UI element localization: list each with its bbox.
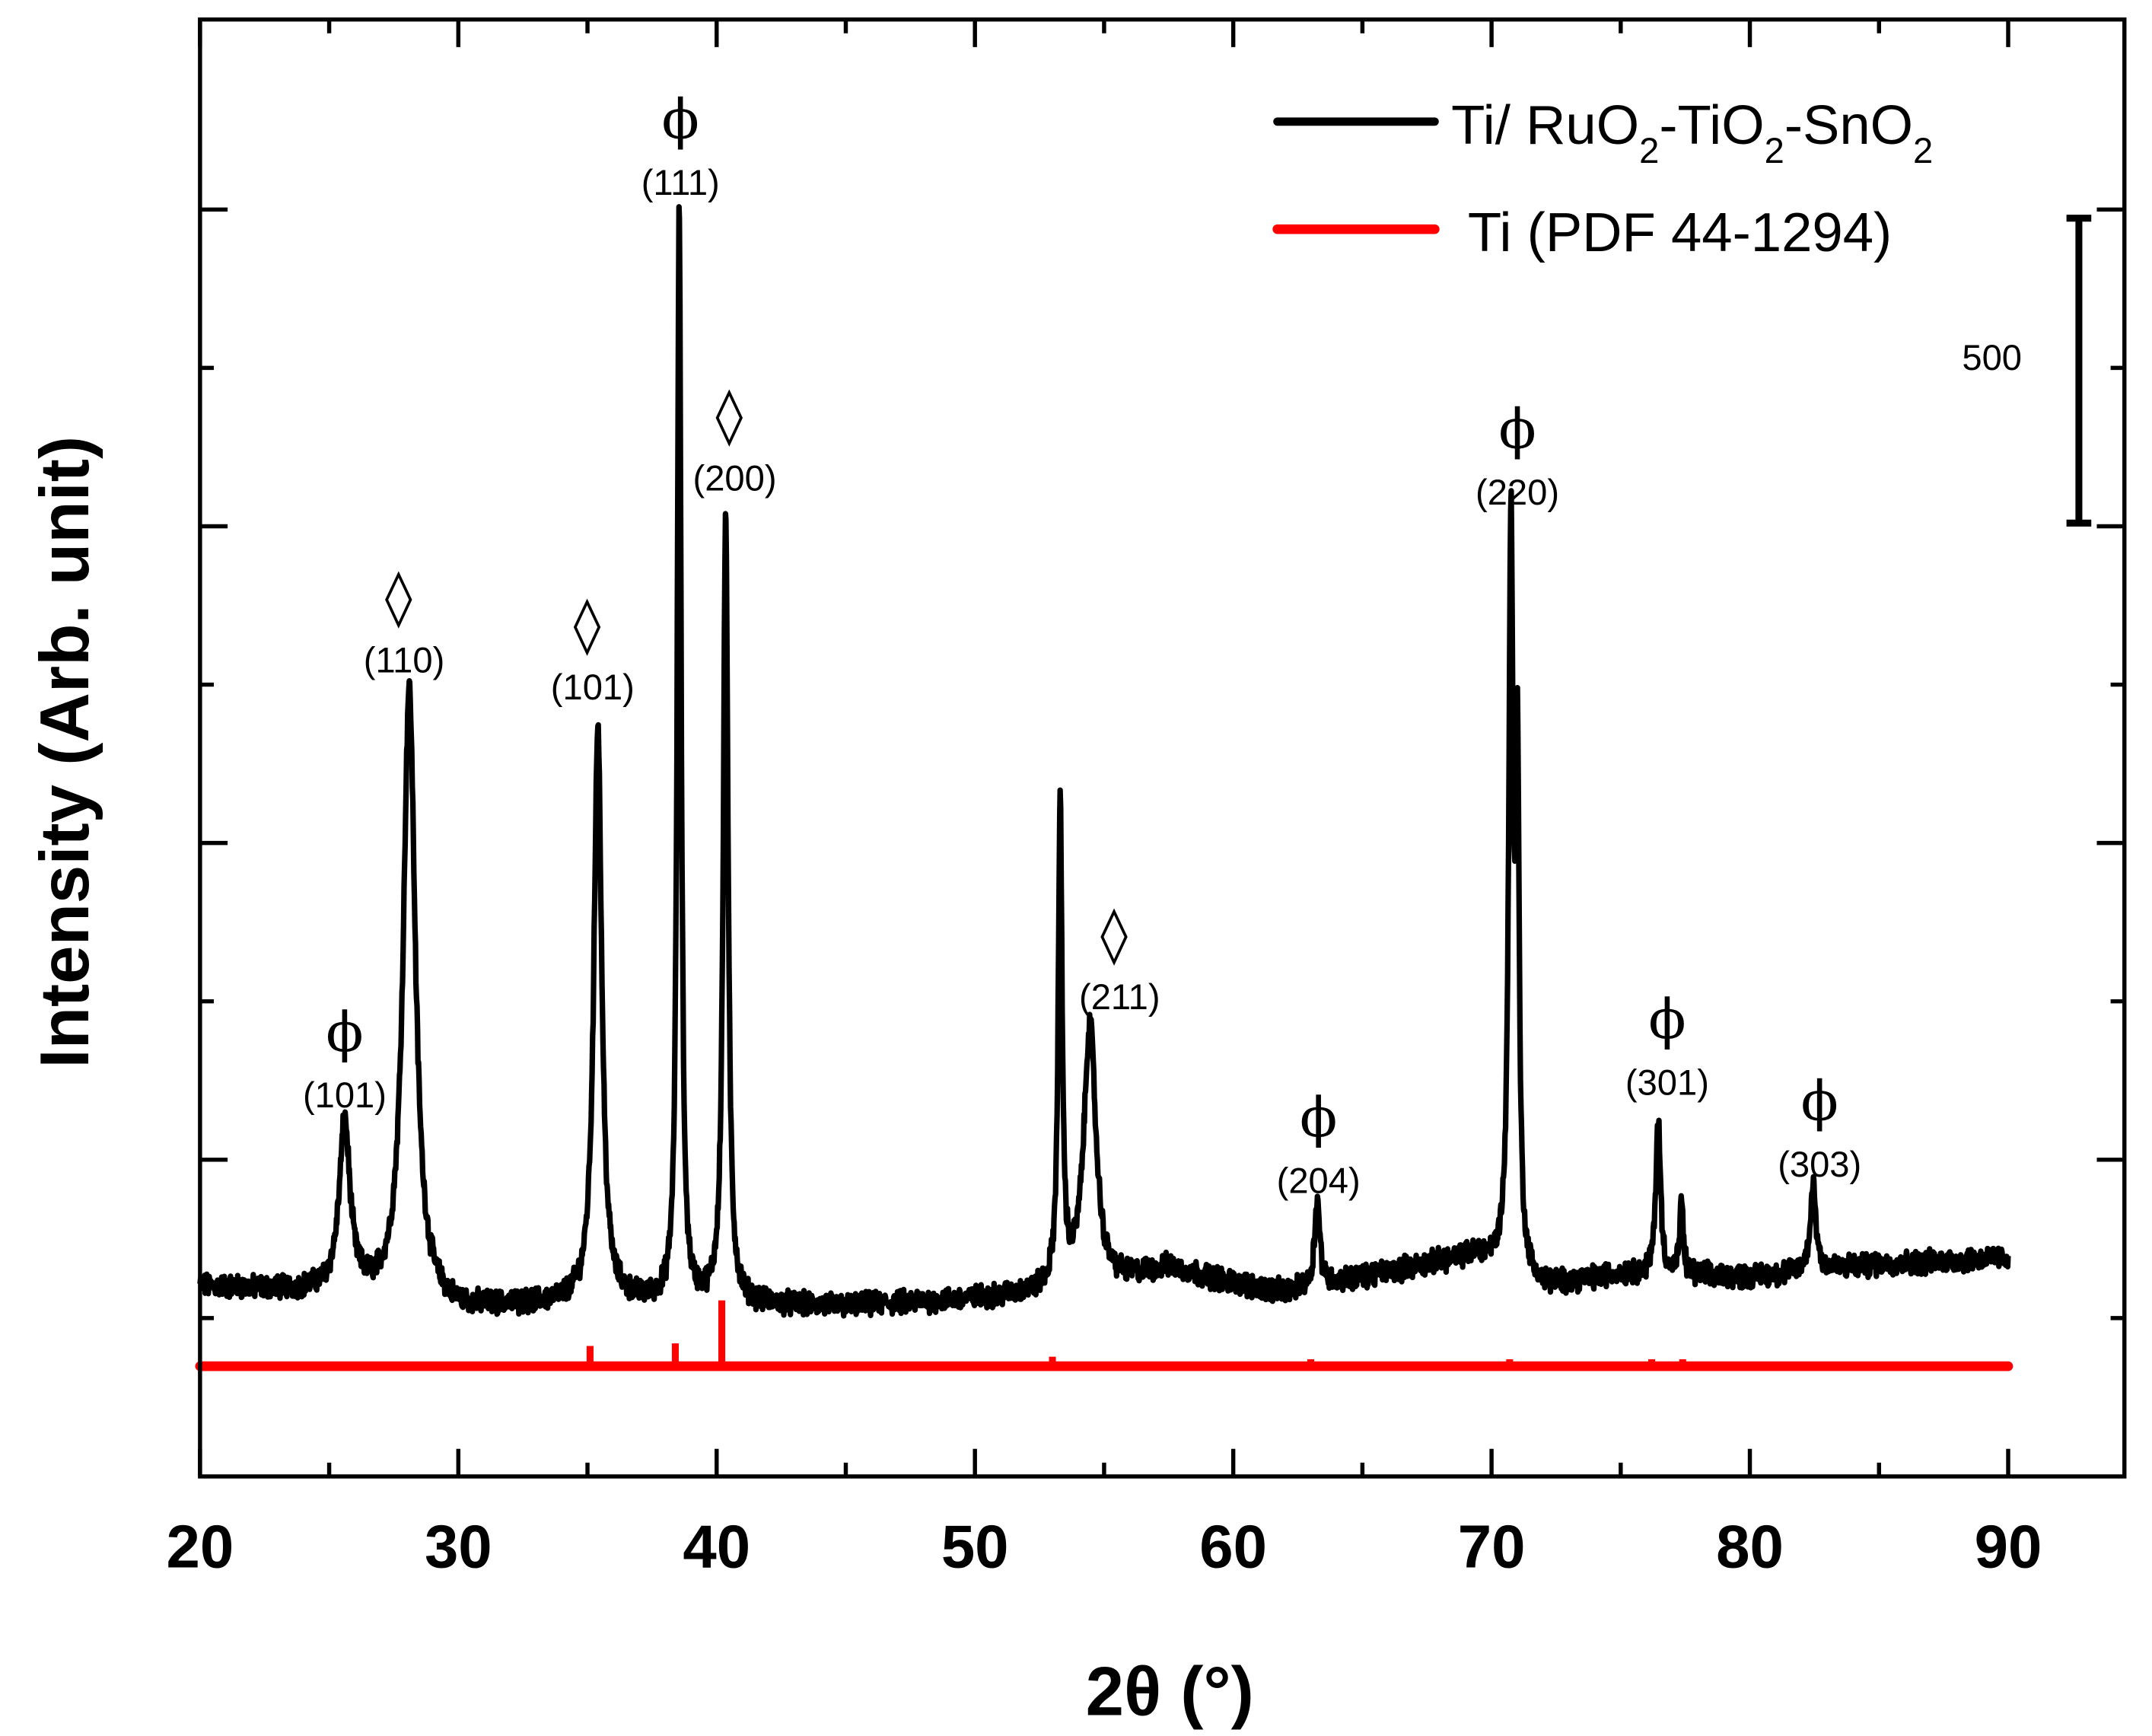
peak-miller-index: (303) (1778, 1144, 1861, 1184)
diamond-phase-icon: ◊ (1100, 903, 1128, 967)
peak-miller-index: (200) (693, 458, 777, 499)
peak-annotation: (220) ϕ (1476, 398, 1559, 512)
legend-text-part: -SnO (1784, 94, 1913, 156)
diamond-phase-icon: ◊ (385, 565, 412, 629)
x-tick-label: 20 (166, 1513, 234, 1581)
legend-subscript: 2 (1765, 130, 1784, 170)
phi-phase-icon: ϕ (662, 88, 699, 152)
sample-series-line (197, 204, 2011, 1319)
x-tick-labels: 20 30 40 50 60 70 80 90 (166, 1513, 2042, 1581)
legend-label-reference: Ti (PDF 44-1294) (1468, 202, 1892, 263)
peak-annotation: (110) ◊ (364, 565, 445, 680)
legend-subscript: 2 (1639, 130, 1659, 170)
scale-bar-label: 500 (1962, 337, 2022, 377)
phi-phase-icon: ϕ (1648, 988, 1686, 1052)
peak-miller-index: (110) (364, 639, 445, 680)
legend-text-part: Ti/ RuO (1451, 94, 1639, 156)
y-axis-title: Intensity (Arb. unit) (27, 436, 103, 1069)
peak-annotation: (200) ◊ (693, 384, 777, 498)
peak-miller-index: (101) (551, 667, 635, 707)
peak-miller-index: (301) (1625, 1062, 1709, 1103)
x-tick-label: 80 (1716, 1513, 1784, 1581)
x-tick-label: 30 (425, 1513, 492, 1581)
peak-annotation: (101) ϕ (303, 1001, 387, 1115)
diamond-phase-icon: ◊ (574, 593, 601, 657)
peak-miller-index: (111) (641, 162, 720, 202)
legend-label-sample: Ti/ RuO2-TiO2-SnO2 (1451, 94, 1933, 170)
peak-miller-index: (101) (303, 1075, 387, 1115)
peak-miller-index: (204) (1277, 1161, 1361, 1201)
peak-annotation: (301) ϕ (1625, 988, 1709, 1102)
legend-text-part: -TiO (1659, 94, 1764, 156)
x-axis-title: 2θ (°) (1086, 1654, 1254, 1731)
diamond-phase-icon: ◊ (715, 384, 743, 448)
x-tick-label: 70 (1458, 1513, 1526, 1581)
axis-ticks (198, 19, 2125, 1476)
plot-frame (198, 17, 2127, 1479)
peak-annotation: (303) ϕ (1778, 1070, 1861, 1184)
legend: Ti/ RuO2-TiO2-SnO2 Ti (PDF 44-1294) (1272, 94, 1933, 263)
phi-phase-icon: ϕ (1498, 398, 1536, 462)
legend-subscript: 2 (1913, 130, 1933, 170)
phi-phase-icon: ϕ (326, 1001, 363, 1065)
x-tick-label: 40 (683, 1513, 750, 1581)
phi-phase-icon: ϕ (1800, 1070, 1838, 1134)
peak-annotations: (101) ϕ (110) ◊ (101) ◊ (111) ϕ (200) ◊ (211) ◊ (204… (303, 88, 1861, 1201)
x-tick-label: 90 (1975, 1513, 2042, 1581)
peak-annotation: (211) ◊ (1079, 903, 1160, 1017)
scale-bar: 500 (1962, 215, 2092, 527)
plot-area (195, 204, 2014, 1371)
peak-annotation: (204) ϕ (1277, 1086, 1361, 1200)
peak-miller-index: (220) (1476, 472, 1559, 512)
x-tick-label: 50 (941, 1513, 1009, 1581)
x-tick-label: 60 (1199, 1513, 1267, 1581)
peak-miller-index: (211) (1079, 976, 1160, 1017)
phi-phase-icon: ϕ (1300, 1086, 1337, 1150)
peak-annotation: (111) ϕ (641, 88, 720, 202)
peak-annotation: (101) ◊ (551, 593, 635, 707)
